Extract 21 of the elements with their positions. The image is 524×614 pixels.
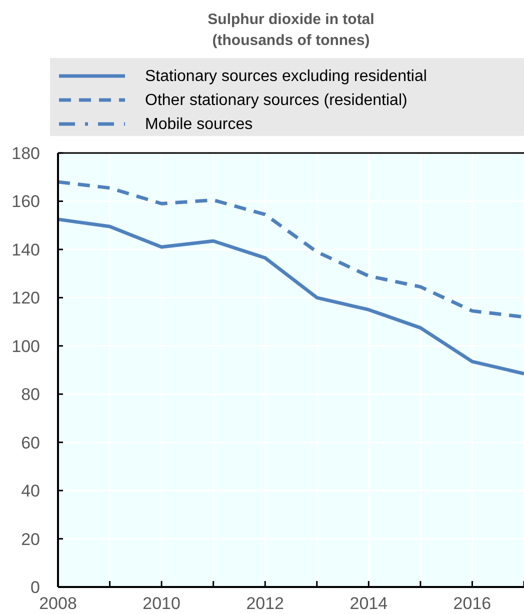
line-series bbox=[56, 218, 524, 376]
legend-label: Stationary sources excluding residential bbox=[145, 68, 427, 85]
chart-title: Sulphur dioxide in total (thousands of tonnes) bbox=[208, 11, 374, 49]
x-tick-label: 2016 bbox=[453, 594, 492, 613]
y-tick-label: 60 bbox=[21, 433, 40, 452]
y-tick-label: 80 bbox=[21, 385, 40, 404]
y-tick-label: 160 bbox=[12, 192, 40, 212]
legend-label: Other stationary sources (residential) bbox=[145, 92, 408, 109]
y-tick-label: 140 bbox=[12, 240, 40, 260]
line-series bbox=[56, 180, 524, 319]
x-tick-label: 2008 bbox=[39, 594, 77, 613]
y-tick-label: 100 bbox=[12, 336, 40, 356]
x-tick-label: 2010 bbox=[142, 594, 180, 613]
x-tick-label: 2012 bbox=[246, 594, 284, 613]
y-tick-label: 40 bbox=[21, 482, 40, 501]
y-tick-label: 0 bbox=[30, 578, 40, 597]
y-tick-label: 20 bbox=[21, 530, 40, 549]
legend-label: Mobile sources bbox=[145, 116, 253, 133]
y-tick-label: 120 bbox=[12, 288, 40, 308]
x-tick-label: 2014 bbox=[350, 594, 388, 613]
y-tick-label: 180 bbox=[12, 144, 40, 163]
